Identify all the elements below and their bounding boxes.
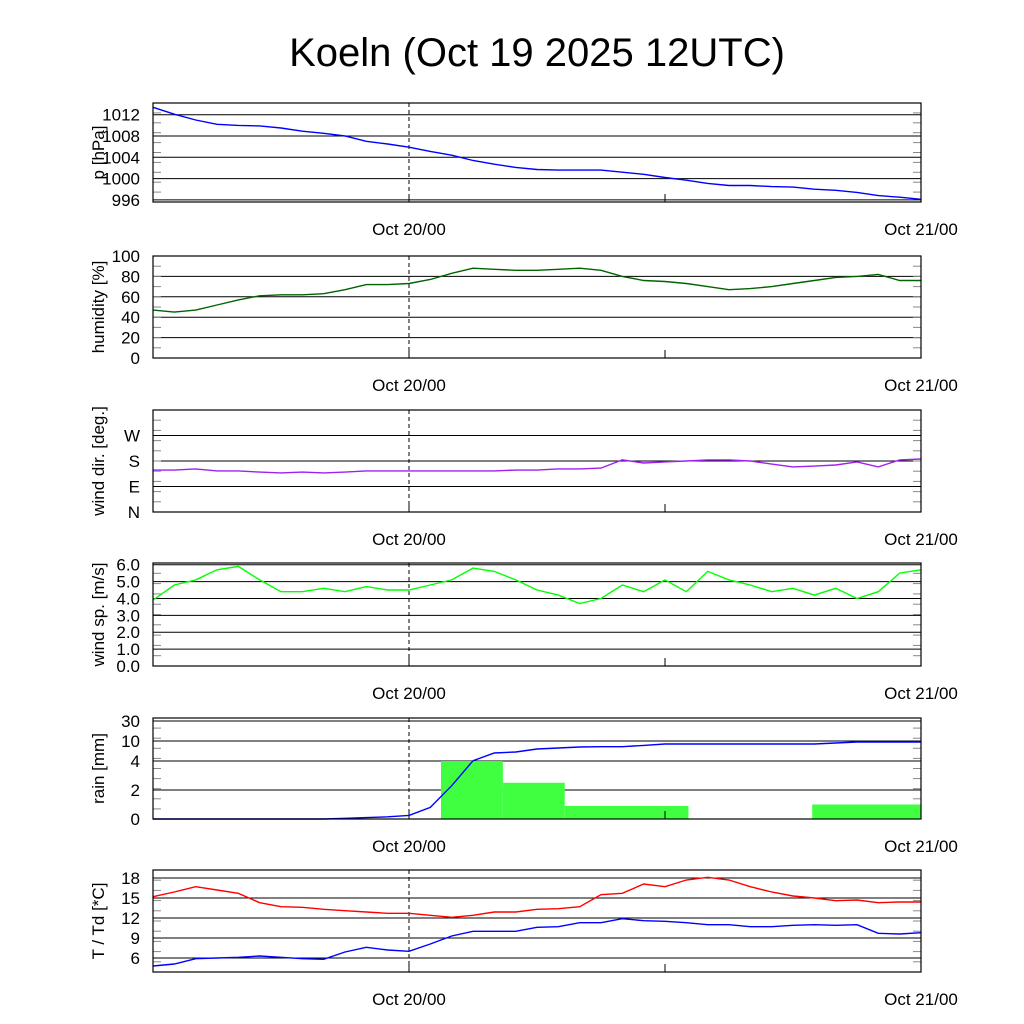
y-tick-label: 3.0 <box>116 606 140 625</box>
y-tick-label: 10 <box>121 732 140 751</box>
y-tick-label: 1.0 <box>116 640 140 659</box>
x-tick-label: Oct 20/00 <box>372 684 446 703</box>
rain-bar <box>564 805 689 819</box>
y-tick-label: 100 <box>112 247 140 266</box>
panel-frame <box>152 717 922 820</box>
panel-frame <box>152 102 922 203</box>
y-tick-label: 1004 <box>102 148 140 167</box>
x-tick-label: Oct 20/00 <box>372 990 446 1009</box>
y-tick-label: 2.0 <box>116 623 140 642</box>
x-tick-label: Oct 21/00 <box>884 837 958 856</box>
series-line-wind-speed <box>152 565 922 605</box>
y-tick-label: 6.0 <box>116 556 140 575</box>
rain-bar <box>441 761 503 819</box>
x-tick-label: Oct 20/00 <box>372 530 446 549</box>
y-tick-label: 2 <box>131 781 140 800</box>
chart-title: Koeln (Oct 19 2025 12UTC) <box>289 31 785 75</box>
y-tick-label: 4.0 <box>116 589 140 608</box>
rain-bar <box>812 804 921 819</box>
y-tick-label: 80 <box>121 267 140 286</box>
x-tick-label: Oct 21/00 <box>884 376 958 395</box>
panel-frame <box>152 255 922 359</box>
y-tick-label: 0 <box>131 810 140 829</box>
y-tick-label: 12 <box>121 909 140 928</box>
y-tick-label: 1000 <box>102 170 140 189</box>
y-axis-label: rain [mm] <box>89 733 108 804</box>
y-tick-label: W <box>124 427 140 446</box>
y-tick-label: 18 <box>121 869 140 888</box>
y-axis-label: p [hPa] <box>89 126 108 180</box>
panel-wind_speed: 0.01.02.03.04.05.06.0 wind sp. [m/s] Oct 2… <box>89 556 958 703</box>
y-axis-label: wind dir. [deg.] <box>89 406 108 517</box>
y-tick-label: 0 <box>131 349 140 368</box>
y-tick-label: N <box>128 503 140 522</box>
y-tick-label: 20 <box>121 329 140 348</box>
y-tick-label: 40 <box>121 308 140 327</box>
y-tick-label: 5.0 <box>116 573 140 592</box>
x-tick-label: Oct 21/00 <box>884 220 958 239</box>
x-tick-label: Oct 21/00 <box>884 990 958 1009</box>
y-axis-label: T / Td [*C] <box>89 883 108 960</box>
x-tick-label: Oct 20/00 <box>372 376 446 395</box>
x-tick-label: Oct 20/00 <box>372 837 446 856</box>
y-tick-label: 4 <box>131 752 140 771</box>
y-axis-label: humidity [%] <box>89 261 108 354</box>
x-tick-label: Oct 21/00 <box>884 684 958 703</box>
rain-bar <box>502 782 565 819</box>
y-tick-label: 0.0 <box>116 657 140 676</box>
series-line-td <box>152 917 922 967</box>
y-tick-label: 996 <box>112 191 140 210</box>
y-tick-label: E <box>129 478 140 497</box>
y-tick-label: S <box>129 452 140 471</box>
y-tick-label: 9 <box>131 929 140 948</box>
series-line-t <box>152 876 921 919</box>
panel-frame <box>152 869 922 973</box>
series-line-pressure <box>152 106 922 200</box>
series-line-humidity <box>152 267 921 313</box>
x-tick-label: Oct 20/00 <box>372 220 446 239</box>
series-line-wind-direction <box>153 458 922 474</box>
y-tick-label: 30 <box>121 712 140 731</box>
panel-frame <box>152 409 922 513</box>
x-tick-label: Oct 21/00 <box>884 530 958 549</box>
y-tick-label: 15 <box>121 889 140 908</box>
panel-frame <box>152 562 922 667</box>
y-axis-label: wind sp. [m/s] <box>89 563 108 668</box>
y-tick-label: 6 <box>131 949 140 968</box>
y-tick-label: 1012 <box>102 106 140 125</box>
y-tick-label: 1008 <box>102 127 140 146</box>
y-tick-label: 60 <box>121 288 140 307</box>
